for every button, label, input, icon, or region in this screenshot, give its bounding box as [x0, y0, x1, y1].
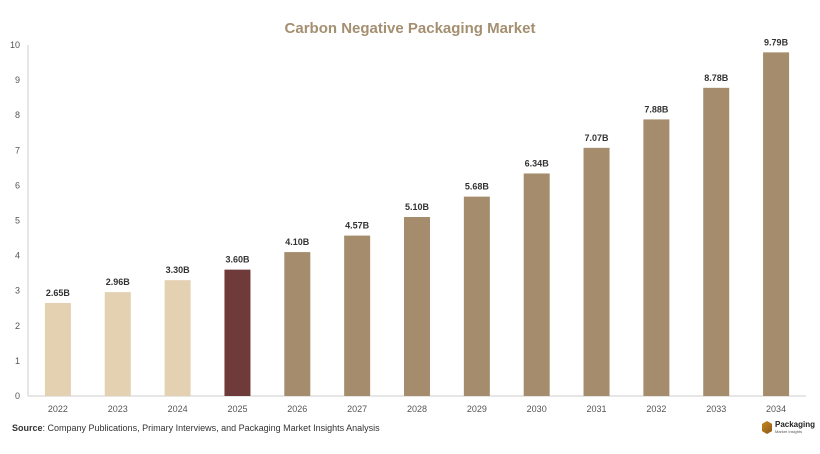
- x-tick-label: 2030: [527, 404, 547, 414]
- data-label: 6.34B: [525, 158, 550, 168]
- data-label: 2.65B: [46, 288, 71, 298]
- y-tick-label: 7: [15, 145, 20, 155]
- bar: [224, 269, 251, 396]
- y-tick-label: 3: [15, 286, 20, 296]
- x-tick-label: 2024: [168, 404, 188, 414]
- x-tick-label: 2026: [287, 404, 307, 414]
- data-label: 4.57B: [345, 221, 370, 231]
- bar: [463, 196, 490, 396]
- data-label: 4.10B: [285, 237, 310, 247]
- y-tick-label: 1: [15, 356, 20, 366]
- data-label: 2.96B: [106, 277, 131, 287]
- data-label: 7.88B: [644, 104, 669, 114]
- data-label: 5.10B: [405, 202, 430, 212]
- bars: [44, 52, 790, 397]
- bar: [344, 235, 371, 396]
- y-tick-label: 8: [15, 110, 20, 120]
- data-label: 8.78B: [704, 73, 729, 83]
- data-label: 9.79B: [764, 37, 789, 47]
- y-tick-label: 9: [15, 75, 20, 85]
- data-label: 5.68B: [465, 182, 490, 192]
- bar: [44, 302, 71, 396]
- bar: [583, 147, 610, 396]
- brand-subtitle: Market Insights: [775, 429, 803, 434]
- bar: [523, 173, 550, 396]
- data-labels: 2.65B 2.96B 3.30B 3.60B 4.10B 4.57B 5.10B 5.68B…: [46, 37, 789, 298]
- bar: [404, 216, 430, 396]
- y-tick-label: 0: [15, 391, 20, 401]
- y-tick-label: 6: [15, 180, 20, 190]
- x-tick-label: 2027: [347, 404, 367, 414]
- y-tick-label: 2: [15, 321, 20, 331]
- bar: [643, 119, 670, 397]
- chart-title: Carbon Negative Packaging Market: [284, 20, 536, 37]
- bar: [763, 52, 790, 396]
- x-tick-label: 2025: [227, 404, 247, 414]
- source-text: : Company Publications, Primary Intervie…: [42, 423, 380, 433]
- x-tick-label: 2023: [108, 404, 128, 414]
- x-tick-label: 2032: [646, 404, 666, 414]
- x-tick-label: 2031: [587, 404, 607, 414]
- bar: [703, 87, 730, 397]
- x-tick-label: 2029: [467, 404, 487, 414]
- bar: [164, 280, 191, 396]
- brand-name: Packaging: [775, 420, 816, 429]
- y-tick-label: 10: [10, 40, 20, 50]
- x-tick-label: 2022: [48, 404, 68, 414]
- data-label: 3.60B: [225, 255, 250, 265]
- data-label: 3.30B: [166, 265, 191, 275]
- y-tick-label: 4: [15, 251, 20, 261]
- x-tick-label: 2034: [766, 404, 786, 414]
- x-axis: 2022 2023 2024 2025 2026 2027 2028 2029 2030 2031…: [28, 395, 806, 414]
- source-note: Source: Company Publications, Primary In…: [12, 423, 380, 433]
- bar: [284, 252, 311, 396]
- source-label: Source: [12, 423, 43, 433]
- x-tick-label: 2028: [407, 404, 427, 414]
- data-label: 7.07B: [585, 133, 610, 143]
- bar: [104, 292, 131, 396]
- y-tick-label: 5: [15, 216, 20, 226]
- y-axis: 0 1 2 3 4 5 6 7 8 9 10: [10, 40, 29, 401]
- cube-icon: [762, 421, 772, 434]
- brand-logo: Packaging Market Insights: [762, 421, 815, 434]
- x-tick-label: 2033: [706, 404, 726, 414]
